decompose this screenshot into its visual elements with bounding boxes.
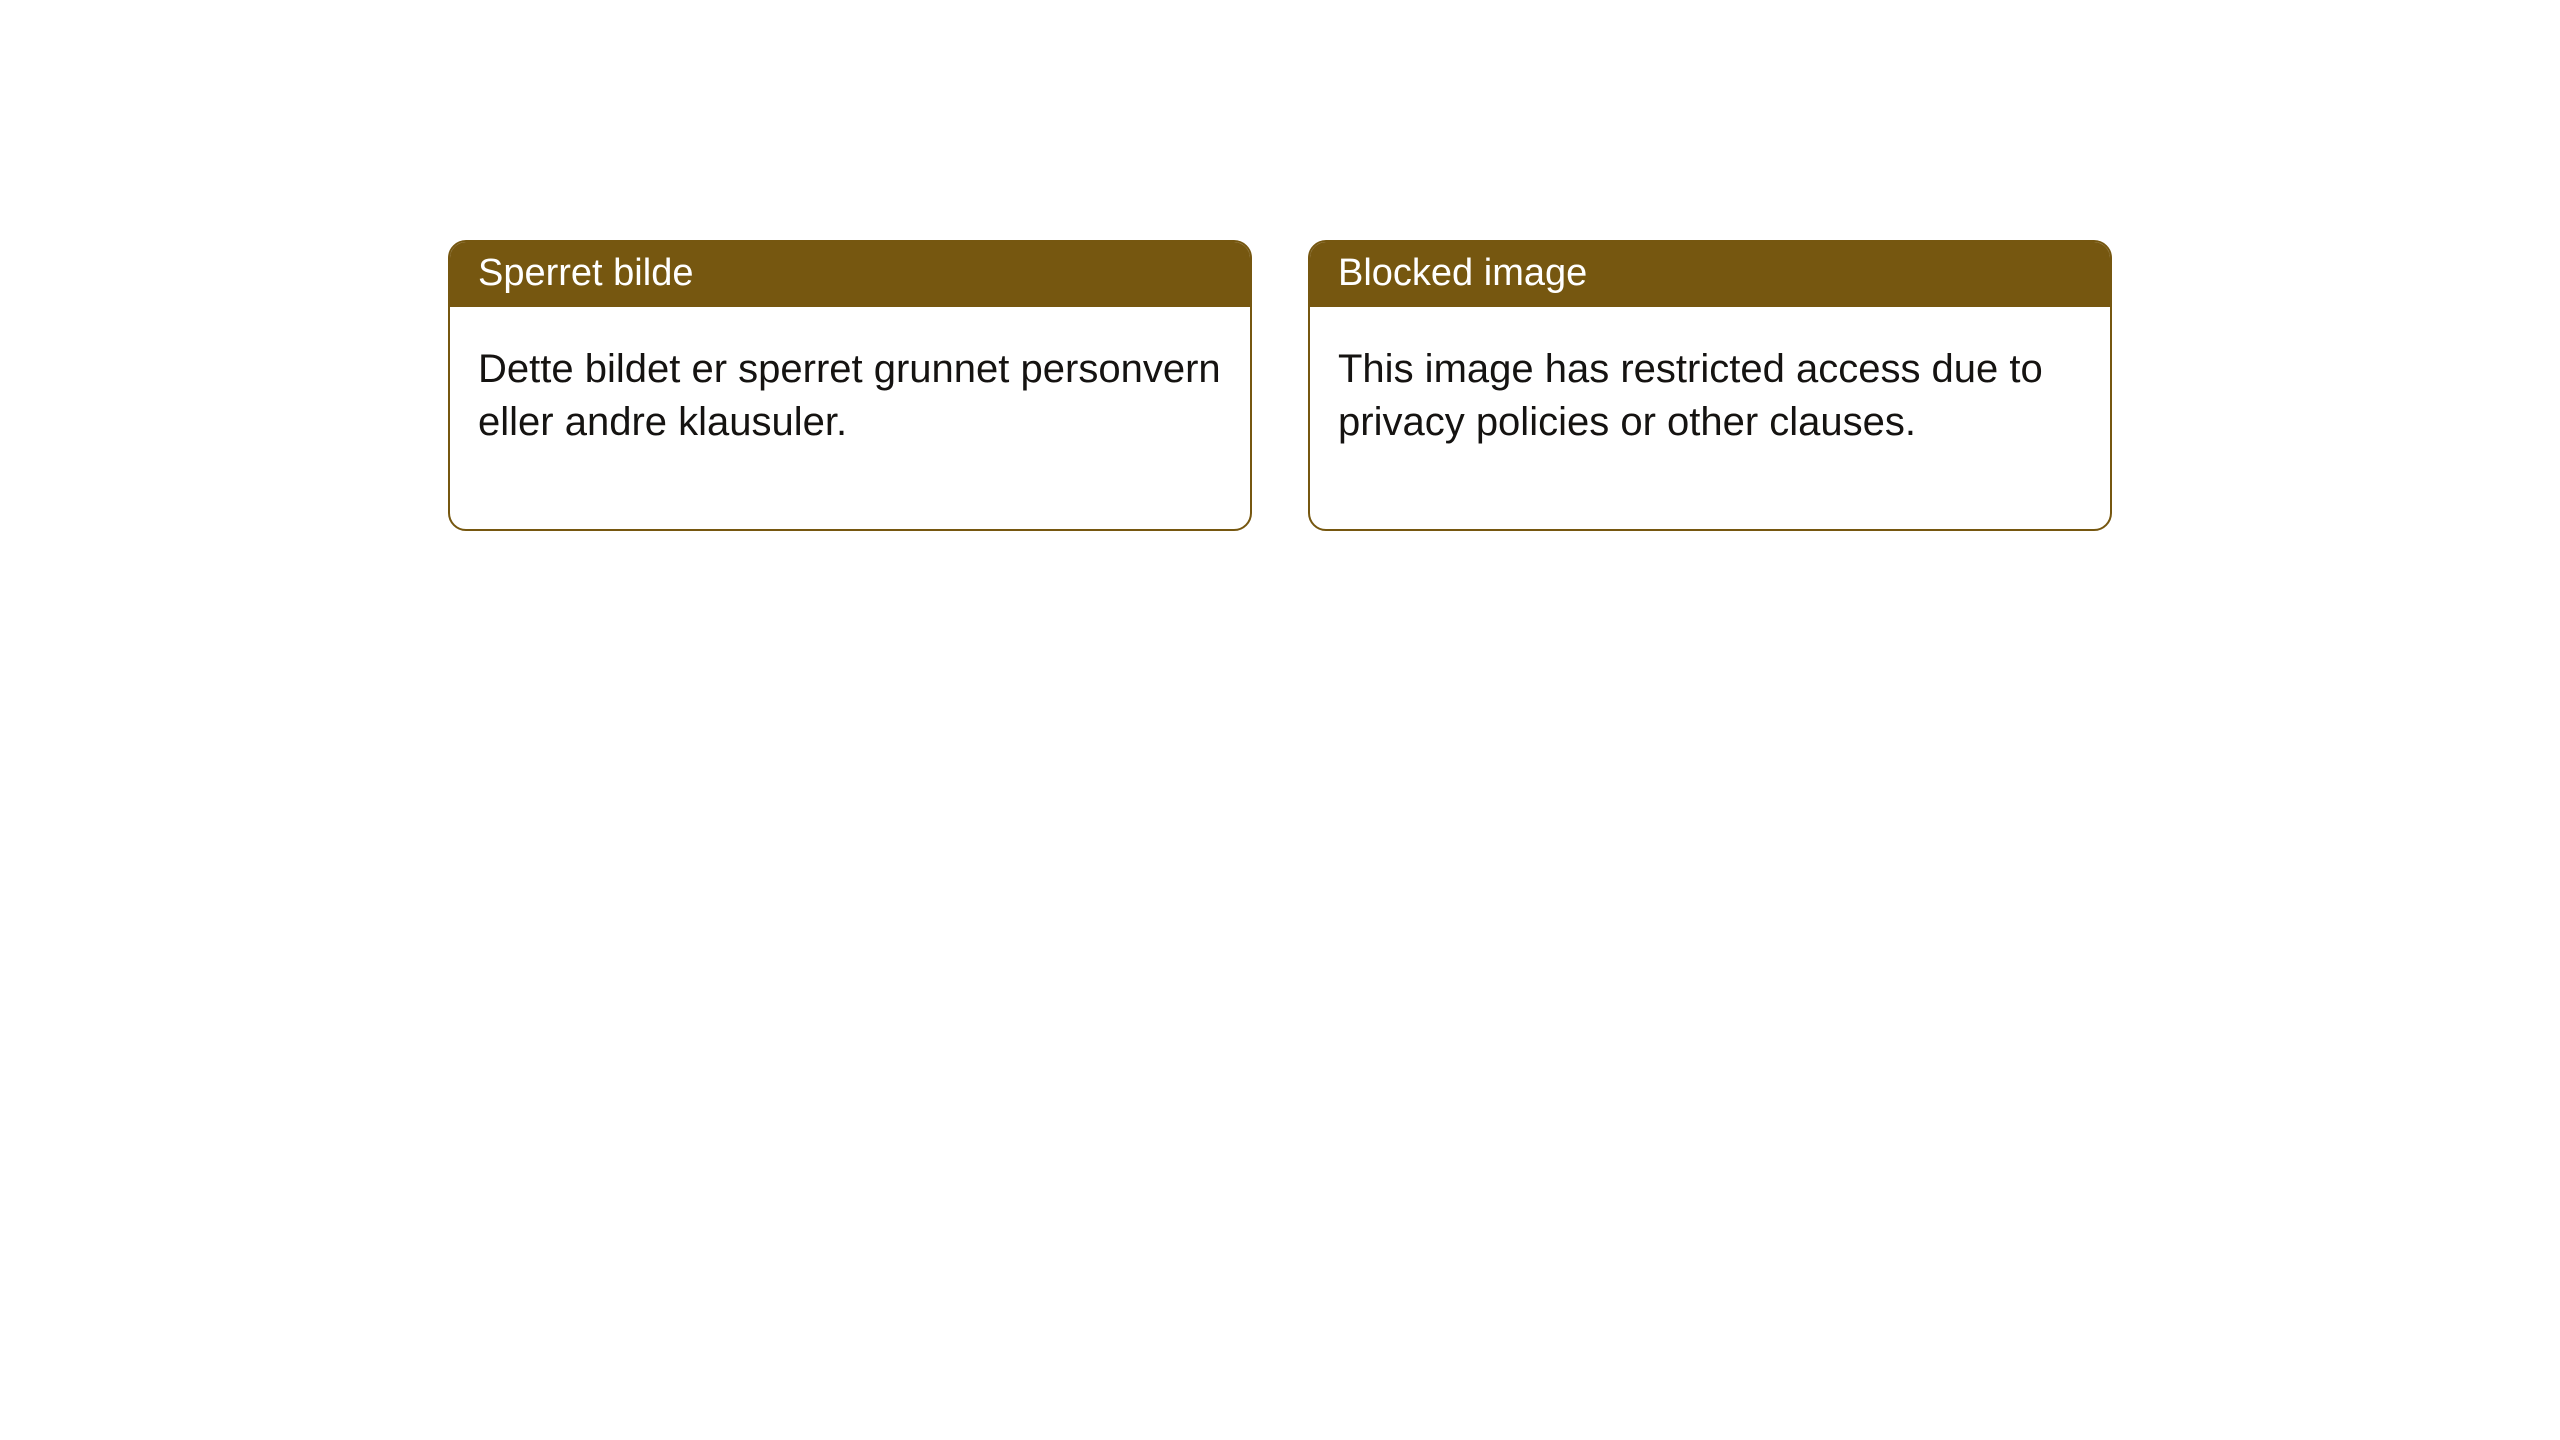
notice-card-english: Blocked image This image has restricted … [1308,240,2112,531]
notice-body: This image has restricted access due to … [1310,307,2110,529]
notice-header: Sperret bilde [450,242,1250,307]
notice-card-norwegian: Sperret bilde Dette bildet er sperret gr… [448,240,1252,531]
notice-container: Sperret bilde Dette bildet er sperret gr… [448,240,2112,531]
notice-header: Blocked image [1310,242,2110,307]
notice-body: Dette bildet er sperret grunnet personve… [450,307,1250,529]
